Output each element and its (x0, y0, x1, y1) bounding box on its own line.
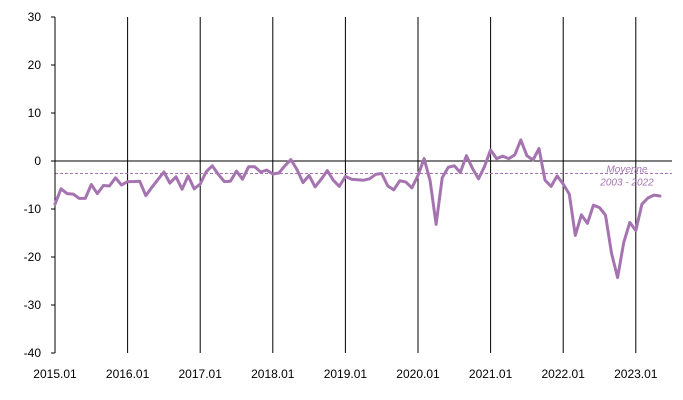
average-label-line1: Moyenne (606, 164, 648, 175)
y-tick-label: -10 (24, 202, 42, 216)
x-tick-label: 2022.01 (542, 367, 586, 381)
y-tick-label: 30 (28, 10, 42, 24)
y-tick-label: 20 (28, 58, 42, 72)
y-tick-label: -40 (24, 346, 42, 360)
x-tick-label: 2018.01 (251, 367, 295, 381)
x-axis-ticks: 2015.01 2016.01 2017.01 2018.01 2019.01 … (33, 367, 658, 381)
y-tick-label: -30 (24, 298, 42, 312)
x-tick-label: 2020.01 (396, 367, 440, 381)
series-line (53, 138, 662, 280)
x-tick-label: 2017.01 (179, 367, 223, 381)
x-tick-label: 2015.01 (33, 367, 77, 381)
series-group (53, 138, 662, 280)
y-tick-label: 0 (34, 154, 41, 168)
y-axis-ticks: 30 20 10 0 -10 -20 -30 -40 (24, 10, 55, 360)
average-label-line2: 2003 - 2022 (599, 177, 654, 188)
x-tick-label: 2021.01 (469, 367, 513, 381)
x-tick-label: 2019.01 (324, 367, 368, 381)
y-tick-label: -20 (24, 250, 42, 264)
x-tick-label: 2016.01 (106, 367, 150, 381)
y-tick-label: 10 (28, 106, 42, 120)
vertical-gridlines (127, 17, 637, 353)
average-line-group: Moyenne 2003 - 2022 (55, 164, 672, 188)
x-tick-label: 2023.01 (614, 367, 658, 381)
